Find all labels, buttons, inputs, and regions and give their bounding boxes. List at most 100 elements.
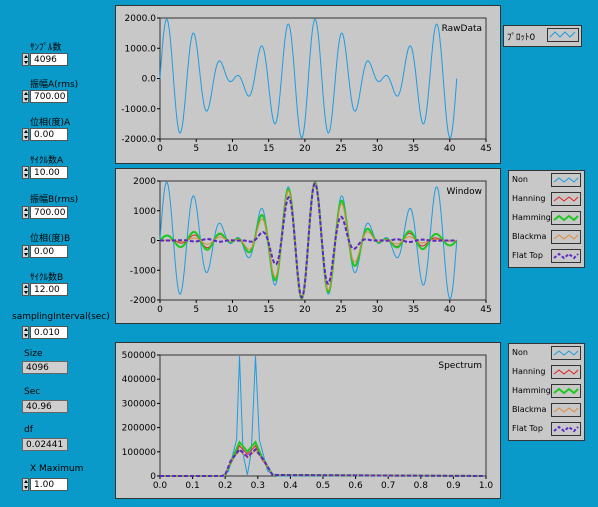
rawdata-chart-panel[interactable]: RawData 0 5 10 15 20 25 30 35 40 45 2000.0 1000.0 0.0… <box>115 5 501 164</box>
legend-swatch-blackman <box>551 403 581 417</box>
x-tick-label: 45 <box>480 305 491 315</box>
chart-title: RawData <box>442 24 482 34</box>
y-tick-label: 100000 <box>122 448 157 458</box>
ampA-spinner[interactable] <box>22 90 29 103</box>
window-chart-panel[interactable]: Window 0 5 10 15 20 25 30 35 40 45 2000 1000 0 -1000 -2… <box>115 168 501 324</box>
phaseA-spinner[interactable] <box>22 128 29 141</box>
y-tick-label: 1000.0 <box>125 44 157 54</box>
x-tick-label: 40 <box>444 305 456 315</box>
legend-swatch-hamming <box>551 384 581 398</box>
legend-item-hanning[interactable]: Hanning <box>509 363 584 382</box>
ampB-input[interactable]: 700.00 <box>30 206 68 219</box>
cycA-spinner[interactable] <box>22 166 29 179</box>
x-tick-label: 0.7 <box>381 481 395 491</box>
cycB-input[interactable]: 12.00 <box>30 283 68 296</box>
x-tick-label: 0 <box>157 144 163 154</box>
legend-item-label: Non <box>512 175 528 184</box>
legend-item-blackman[interactable]: Blackma <box>509 401 584 420</box>
df-label: df <box>24 425 33 435</box>
phaseB-spinner[interactable] <box>22 245 29 258</box>
x-tick-label: 5 <box>193 144 199 154</box>
legend-item-label: Non <box>512 348 528 357</box>
legend-item-label: Hamming <box>512 213 551 222</box>
y-tick-label: 0 <box>150 237 156 247</box>
legend-item-flattop[interactable]: Flat Top <box>509 247 584 266</box>
x-tick-label: 15 <box>263 144 274 154</box>
series-rawdata <box>159 18 458 139</box>
x-tick-label: 5 <box>193 305 199 315</box>
xmax-label: X Maximum <box>30 464 84 474</box>
legend-item-hanning[interactable]: Hanning <box>509 190 584 209</box>
samples-spinner[interactable] <box>22 53 29 66</box>
interval-label: samplingInterval(sec) <box>12 312 110 322</box>
x-tick-label: 45 <box>480 144 491 154</box>
legend-window[interactable]: Non Hanning Hamming Blackma Flat Top <box>508 170 585 268</box>
legend-swatch-hanning <box>551 192 581 206</box>
chart-title: Window <box>447 187 483 197</box>
spectrum-chart-panel[interactable]: Spectrum 0.0 0.1 0.2 0.3 0.4 0.5 0.6 0.7 0.8 0.9 1.… <box>115 342 501 499</box>
interval-input[interactable]: 0.010 <box>30 326 68 339</box>
x-tick-label: 0.9 <box>446 481 461 491</box>
ampB-label: 振幅B(rms) <box>30 195 79 205</box>
legend-item-label: Blackma <box>512 405 547 414</box>
legend-item-label: Hanning <box>512 367 546 376</box>
legend-rawdata-swatch <box>547 28 579 42</box>
y-tick-label: 0.0 <box>142 75 157 85</box>
x-tick-label: 40 <box>444 144 456 154</box>
legend-item-non[interactable]: Non <box>509 344 584 363</box>
xmax-spinner[interactable] <box>22 478 29 491</box>
y-tick-label: 500000 <box>122 351 157 361</box>
legend-swatch-non <box>551 173 581 187</box>
cycA-label: ｻｲｸﾙ数A <box>30 156 64 166</box>
x-tick-label: 10 <box>227 144 239 154</box>
y-tick-label: 1000 <box>133 207 156 217</box>
sec-indicator: 40.96 <box>22 400 68 413</box>
x-tick-label: 30 <box>372 305 384 315</box>
cycB-label: ｻｲｸﾙ数B <box>30 273 64 283</box>
series-non <box>160 356 486 477</box>
x-tick-label: 35 <box>408 144 419 154</box>
y-tick-label: -2000 <box>130 296 156 306</box>
x-tick-label: 0.8 <box>414 481 429 491</box>
legend-swatch-flattop <box>551 249 581 263</box>
phaseB-label: 位相(度)B <box>30 234 71 244</box>
phaseB-input[interactable]: 0.00 <box>30 245 68 258</box>
legend-item-label: Flat Top <box>512 251 543 260</box>
cycB-spinner[interactable] <box>22 283 29 296</box>
legend-item-flattop[interactable]: Flat Top <box>509 420 584 439</box>
legend-item-hamming[interactable]: Hamming <box>509 209 584 228</box>
ampA-input[interactable]: 700.00 <box>30 90 68 103</box>
cycA-input[interactable]: 10.00 <box>30 166 68 179</box>
size-indicator: 4096 <box>22 361 68 374</box>
y-tick-label: 400000 <box>122 375 157 385</box>
x-tick-label: 0 <box>157 305 163 315</box>
x-tick-label: 35 <box>408 305 419 315</box>
x-tick-label: 1.0 <box>479 481 494 491</box>
x-tick-label: 10 <box>227 305 239 315</box>
xmax-input[interactable]: 1.00 <box>30 478 68 491</box>
x-tick-label: 0.5 <box>316 481 330 491</box>
chart-title: Spectrum <box>438 361 482 371</box>
y-tick-label: -2000.0 <box>121 135 156 145</box>
phaseA-input[interactable]: 0.00 <box>30 128 68 141</box>
df-indicator: 0.02441 <box>22 438 68 451</box>
ampB-spinner[interactable] <box>22 206 29 219</box>
plot-area <box>159 180 487 301</box>
legend-item-hamming[interactable]: Hamming <box>509 382 584 401</box>
x-tick-label: 0.6 <box>348 481 363 491</box>
x-tick-label: 0.4 <box>283 481 298 491</box>
legend-item-blackman[interactable]: Blackma <box>509 228 584 247</box>
x-tick-label: 25 <box>335 305 346 315</box>
interval-spinner[interactable] <box>22 326 29 339</box>
size-label: Size <box>24 349 43 359</box>
phaseA-label: 位相(度)A <box>30 118 71 128</box>
legend-swatch-flattop <box>551 422 581 436</box>
series-flattop <box>160 182 457 299</box>
legend-item-non[interactable]: Non <box>509 171 584 190</box>
legend-spectrum[interactable]: Non Hanning Hamming Blackma Flat Top <box>508 343 585 441</box>
x-tick-label: 0.1 <box>185 481 199 491</box>
samples-input[interactable]: 4096 <box>30 53 68 66</box>
y-tick-label: 2000 <box>133 177 156 187</box>
legend-swatch-blackman <box>551 230 581 244</box>
legend-rawdata[interactable]: ﾌﾟﾛｯﾄ0 <box>503 25 582 47</box>
